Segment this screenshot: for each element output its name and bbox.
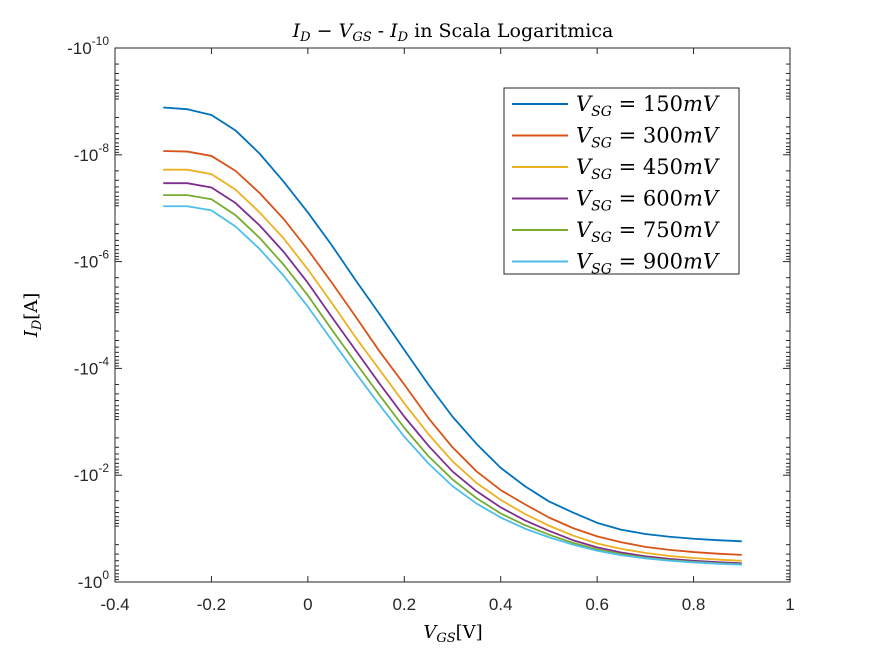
legend-label-1: VSG = 150mV [576, 92, 720, 120]
series-line-4 [163, 182, 742, 565]
legend-label-6: VSG = 900mV [576, 250, 720, 278]
y-tick-label: -10-10 [67, 34, 109, 58]
x-tick-label: 0.8 [682, 595, 706, 614]
x-tick-label: 0.2 [392, 595, 416, 614]
series-line-3 [163, 168, 742, 562]
legend-label-3: VSG = 450mV [576, 155, 720, 183]
axes-box [114, 47, 791, 583]
series-line-1 [163, 106, 742, 543]
legend-label-4: VSG = 600mV [576, 187, 720, 215]
legend-label-5: VSG = 750mV [576, 218, 720, 246]
chart-title: ID − VGS - ID in Scala Logaritmica [292, 20, 614, 45]
series-lines [163, 106, 742, 566]
y-tick-label: -10-2 [74, 461, 110, 485]
y-tick-label: -10-6 [74, 248, 110, 272]
series-line-6 [163, 205, 742, 566]
legend: VSG = 150mV VSG = 300mV VSG = 450mV VSG = 6… [503, 87, 740, 278]
legend-box [503, 87, 740, 275]
x-tick-label: 0.4 [489, 595, 513, 614]
x-tick-label: 0 [303, 595, 312, 614]
y-tick-label: -100 [78, 568, 110, 592]
legend-label-2: VSG = 300mV [576, 124, 720, 152]
x-tick-label: 1 [785, 595, 794, 614]
x-tick-label: 0.6 [585, 595, 609, 614]
axes-ticks: -0.4 -0.2 0 0.2 0.4 0.6 0.8 1 -10-10 -10-8 -10-6 -1… [67, 34, 795, 614]
series-line-2 [163, 150, 742, 556]
x-tick-label: -0.4 [100, 595, 129, 614]
y-tick-label: -10-4 [74, 354, 110, 378]
x-tick-label: -0.2 [197, 595, 226, 614]
y-tick-label: -10-8 [74, 141, 110, 165]
y-axis-label: ID[A] [21, 293, 45, 339]
x-axis-label: VGS[V] [423, 622, 482, 646]
